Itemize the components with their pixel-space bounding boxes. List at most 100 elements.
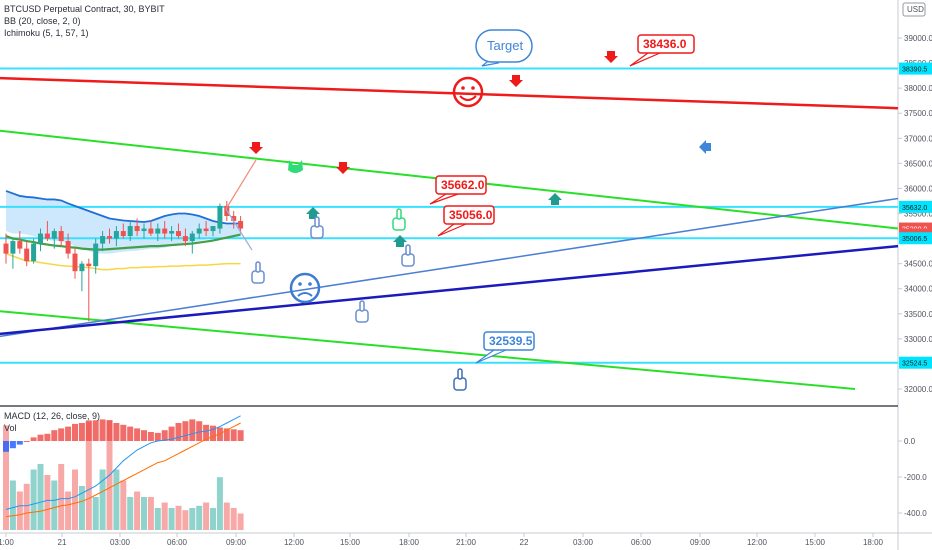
blue-trendline-dark [0, 244, 899, 336]
candle-body [72, 253, 78, 272]
price-label-text: 38390.5 [902, 67, 927, 74]
volume-bar [65, 491, 72, 530]
target-bubble [475, 29, 533, 63]
volume-bar [230, 508, 237, 530]
volume-bar [51, 480, 58, 530]
volume-bar [134, 491, 141, 530]
macd-histogram-bar [134, 428, 141, 441]
time-tick-label: 12:00 [747, 538, 768, 547]
macd-histogram-bar [168, 426, 175, 441]
callout-38436-label: 38436.0 [643, 37, 687, 51]
volume-bar [196, 505, 203, 530]
macd-histogram-bar [120, 424, 127, 441]
candle-body [148, 228, 154, 234]
candle-body [203, 228, 209, 232]
macd-histogram-bar [147, 432, 154, 441]
time-tick-label: 22 [520, 538, 529, 547]
macd-histogram-bar [141, 430, 147, 441]
macd-line [5, 415, 241, 510]
volume-bar [147, 497, 154, 530]
volume-bar [3, 425, 9, 530]
time-axis[interactable]: 1:00 21 03:00 06:00 09:00 12:00 15:00 18:00 21:0… [0, 533, 884, 547]
price-label-box [899, 232, 932, 245]
volume-bar [203, 502, 210, 530]
callout-35662-label: 35662.0 [441, 178, 485, 192]
callout-35662-box [435, 175, 487, 195]
candle-body [120, 231, 126, 237]
price-label-box [899, 200, 932, 213]
time-tick-label: 06:00 [167, 538, 188, 547]
hand-pointer-icon [251, 270, 265, 284]
candle-body [24, 248, 30, 262]
blue-trendline-light [0, 197, 899, 338]
callout-35662-tail [429, 193, 459, 205]
currency-box [902, 2, 926, 17]
price-tick-label: 34000.0 [904, 285, 932, 294]
volume-bar [37, 464, 44, 530]
callout-32539-box [483, 331, 535, 351]
macd-histogram-bar [3, 441, 9, 452]
macd-histogram-bar [230, 429, 237, 441]
time-tick-label: 1:00 [0, 538, 14, 547]
down-arrow-icon [336, 162, 350, 174]
price-tick-label: 36500.0 [904, 159, 932, 168]
hand-pointer-icon [355, 309, 369, 323]
volume-bar [85, 420, 92, 530]
callout-32539-tail [475, 349, 507, 364]
macd-panel [3, 415, 244, 530]
price-label-box [899, 62, 932, 75]
macd-histogram-bar [72, 423, 78, 441]
time-tick-label: 09:00 [226, 538, 247, 547]
price-axis[interactable]: 39000.038500.038000.037500.037000.036500… [898, 2, 932, 518]
target-label: Target [487, 38, 524, 53]
macd-histogram-bar [16, 441, 23, 445]
volume-bar [30, 469, 37, 530]
volume-bar [58, 464, 65, 530]
candle-body [141, 228, 147, 232]
hand-pointer-icon [401, 253, 415, 267]
macd-histogram-bar [203, 424, 210, 441]
macd-tick-label: -400.0 [904, 509, 927, 518]
candle-body [17, 241, 23, 249]
volume-bar [23, 483, 30, 530]
price-tick-label: 32000.0 [904, 385, 932, 394]
callout-32539-label: 32539.5 [489, 334, 533, 348]
callouts: 38436.0 35662.0 35056.0 32539.5 Target [429, 29, 695, 364]
candle-body [189, 233, 195, 242]
indicator-bb: BB (20, close, 2, 0) [4, 16, 81, 26]
price-tick-label: 39000.0 [904, 34, 932, 43]
hand-pointer-icon-finger [255, 261, 261, 273]
macd-histogram-bar [182, 421, 189, 441]
volume-bar [237, 513, 244, 530]
worried-face-eye [298, 282, 302, 286]
cat-face-icon [288, 160, 303, 173]
candle-body [217, 205, 223, 229]
volume-bar [92, 497, 99, 530]
up-arrow-icon [393, 235, 407, 247]
time-tick-label: 09:00 [690, 538, 711, 547]
candle-body [31, 243, 37, 262]
worried-face-eye [308, 282, 312, 286]
macd-histogram-bar [78, 423, 85, 441]
candle-body [176, 231, 181, 237]
hand-pointer-icon-finger [396, 208, 402, 220]
hand-pointer-icon [310, 225, 324, 239]
macd-histogram-bar [113, 423, 120, 441]
candle-body [79, 263, 85, 272]
candle-body [127, 226, 133, 237]
macd-histogram-bar [154, 432, 161, 441]
time-tick-label: 03:00 [110, 538, 131, 547]
volume-bar [78, 486, 85, 530]
candle-body [38, 233, 43, 244]
macd-tick-label: 0.0 [904, 437, 916, 446]
time-tick-label: 15:00 [805, 538, 826, 547]
time-tick-label: 06:00 [631, 538, 652, 547]
time-tick-label: 21:00 [456, 538, 477, 547]
macd-histogram-bar [99, 419, 106, 441]
candle-body [65, 241, 71, 254]
price-tick-label: 33500.0 [904, 310, 932, 319]
macd-histogram-bar [106, 420, 113, 441]
macd-histogram-bar [175, 423, 182, 441]
candle-body [162, 228, 168, 234]
